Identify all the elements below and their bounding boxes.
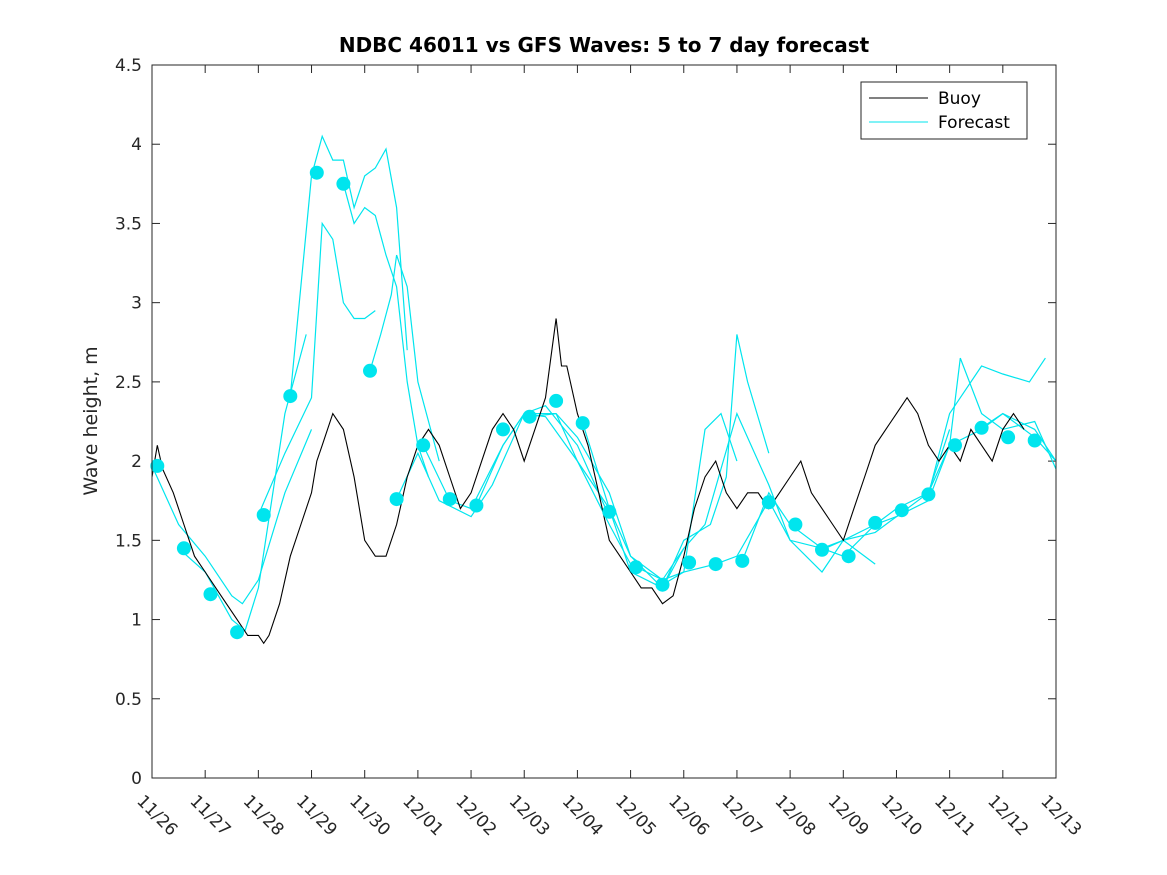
forecast-marker	[575, 416, 590, 431]
forecast-marker	[1001, 430, 1016, 445]
forecast-line	[151, 429, 313, 605]
y-tick-label: 3	[131, 294, 142, 314]
forecast-line	[257, 221, 376, 516]
y-tick-label: 2.5	[115, 373, 142, 393]
forecast-marker	[203, 587, 218, 602]
forecast-marker	[176, 541, 191, 556]
chart-title: NDBC 46011 vs GFS Waves: 5 to 7 day fore…	[339, 33, 870, 57]
forecast-line	[529, 334, 770, 589]
forecast-marker	[708, 557, 723, 572]
y-tick-label: 2	[131, 452, 142, 472]
legend-buoy-label: Buoy	[938, 89, 981, 109]
forecast-line	[369, 254, 440, 462]
forecast-marker	[655, 577, 670, 592]
forecast-line	[289, 134, 408, 397]
forecast-marker	[602, 504, 617, 519]
forecast-marker	[256, 508, 271, 522]
y-axis-label: Wave height, m	[80, 346, 102, 495]
marker-layer	[150, 165, 1042, 640]
y-tick-label: 0.5	[115, 690, 142, 710]
forecast-marker	[788, 517, 803, 532]
y-tick-label: 1	[131, 611, 142, 631]
forecast-line	[396, 404, 610, 518]
forecast-marker	[389, 492, 404, 507]
forecast-marker	[309, 165, 324, 180]
legend: Buoy Forecast	[860, 81, 1028, 140]
y-tick-label: 3.5	[115, 214, 142, 234]
y-axis-ticks: 0 0.5 1 1.5 2 2.5 3 3.5 4 4.5	[115, 56, 1056, 789]
forecast-marker	[948, 438, 962, 453]
forecast-marker	[815, 542, 829, 557]
forecast-marker	[150, 458, 165, 473]
forecast-marker	[522, 409, 537, 424]
forecast-marker	[549, 393, 564, 408]
axes-box	[151, 64, 1057, 779]
forecast-marker	[1027, 433, 1042, 448]
forecast-marker	[416, 438, 431, 453]
forecast-line	[927, 357, 1046, 495]
forecast-marker	[496, 422, 510, 437]
forecast-marker	[735, 553, 750, 568]
forecast-marker	[894, 503, 909, 518]
forecast-marker	[469, 498, 484, 513]
forecast-marker	[628, 560, 643, 575]
y-tick-label: 0	[131, 769, 142, 789]
y-tick-label: 1.5	[115, 531, 142, 551]
forecast-marker	[921, 487, 936, 502]
forecast-marker	[761, 495, 776, 510]
forecast-marker	[283, 389, 298, 404]
y-tick-label: 4	[131, 135, 142, 155]
forecast-marker	[974, 420, 989, 435]
forecast-marker	[363, 363, 377, 378]
legend-forecast-label: Forecast	[938, 113, 1010, 133]
y-tick-label: 4.5	[115, 56, 142, 76]
legend-box	[860, 81, 1028, 140]
plot-area	[152, 65, 1056, 778]
forecast-marker	[868, 515, 883, 530]
forecast-marker	[442, 492, 457, 507]
buoy-line	[151, 318, 1025, 645]
forecast-marker	[682, 555, 697, 570]
forecast-line	[342, 183, 430, 478]
forecast-marker	[336, 176, 351, 191]
forecast-marker	[841, 549, 856, 564]
forecast-line	[475, 412, 738, 581]
forecast-marker	[230, 625, 245, 640]
